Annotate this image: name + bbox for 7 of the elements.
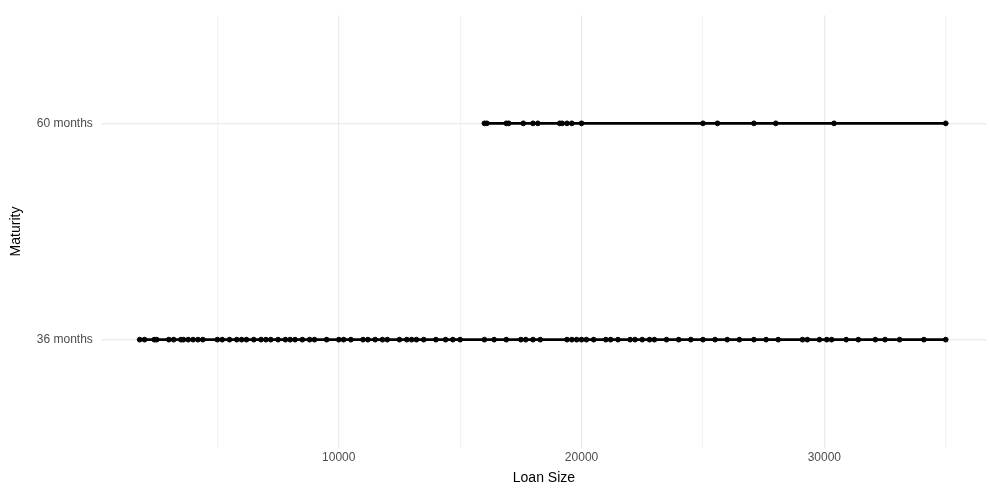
x-tick-label: 30000 [807,450,842,465]
y-tick-label: 36 months [36,331,93,346]
x-tick-label: 20000 [564,450,599,465]
x-tick-label: 10000 [322,450,356,465]
y-axis-title: Maturity [7,206,24,257]
x-axis-title: Loan Size [512,469,576,486]
y-tick-label: 60 months [36,115,93,130]
